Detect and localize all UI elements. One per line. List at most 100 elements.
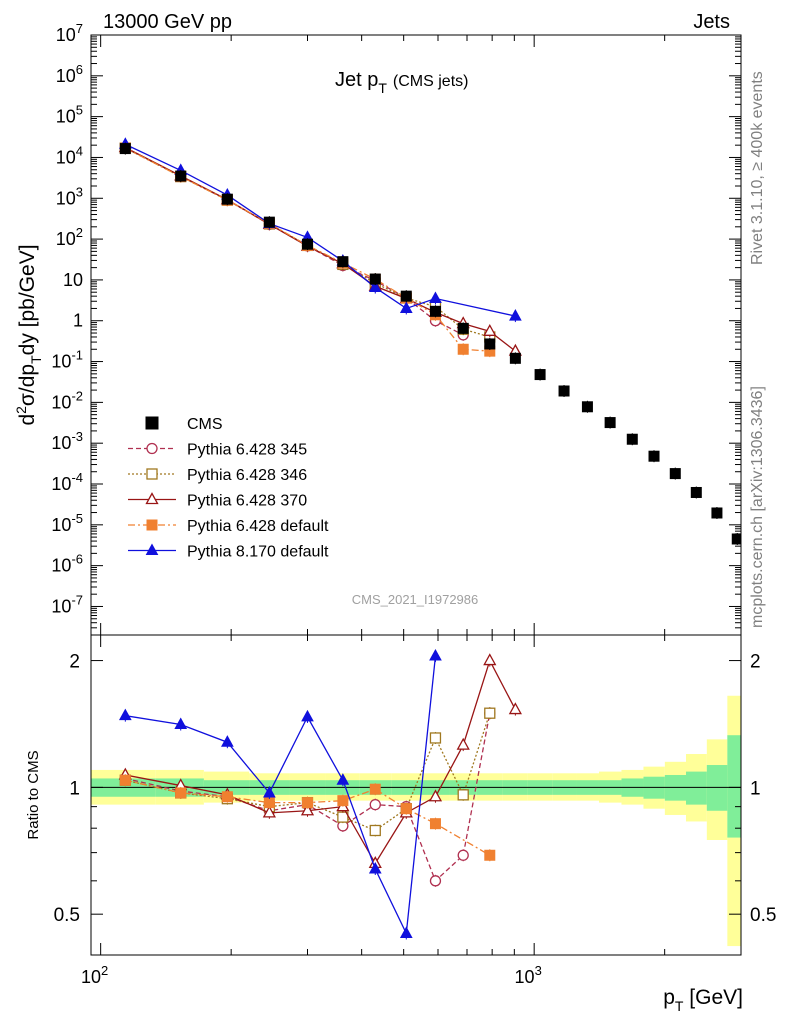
ratio-series-line <box>125 779 491 856</box>
ratio-data-point <box>429 732 442 744</box>
ratio-data-point <box>457 789 469 801</box>
ratio-y-tick-label-right: 1 <box>750 778 761 799</box>
top-ylabel: d2σ/dpTdy [pb/GeV] <box>13 244 44 425</box>
ratio-data-point <box>337 795 349 807</box>
ratio-data-point <box>175 787 187 799</box>
top-data-point <box>711 507 723 519</box>
analysis-watermark: CMS_2021_I1972986 <box>352 592 479 607</box>
ratio-data-point <box>263 785 276 798</box>
ratio-data-point <box>221 791 233 803</box>
ratio-data-point <box>300 803 315 816</box>
ratio-data-point <box>174 717 188 730</box>
legend-label: CMS <box>187 416 223 433</box>
main-plot-panel: 10-7 10-6 10-5 10-4 10-3 10-2 10-1 1 10 102 103 104… <box>51 21 742 636</box>
ratio-y-tick-label: 2 <box>69 652 80 673</box>
legend-marker <box>145 543 159 555</box>
ratio-data-point <box>221 735 234 747</box>
ratio-data-point <box>369 783 381 795</box>
y-tick-label: 1 <box>73 311 83 331</box>
top-data-point <box>221 193 233 205</box>
top-series-4 <box>118 137 522 323</box>
legend-entry: Pythia 6.428 370 <box>128 492 307 510</box>
top-data-point <box>484 338 496 350</box>
legend-label: Pythia 6.428 default <box>187 518 329 535</box>
top-data-point <box>457 343 469 355</box>
inner-band-bin <box>685 771 707 805</box>
ratio-data-point <box>484 707 496 719</box>
ratio-data-point <box>369 824 381 837</box>
y-tick-label: 10-3 <box>51 429 83 453</box>
ratio-series-2 <box>118 653 522 870</box>
side-text-top: Rivet 3.1.10, ≥ 400k events <box>749 71 766 265</box>
ratio-data-point <box>429 875 442 887</box>
top-data-point <box>509 352 521 364</box>
legend-entry: Pythia 6.428 default <box>128 518 329 535</box>
y-tick-label: 106 <box>56 62 83 86</box>
legend-marker <box>145 416 159 430</box>
y-tick-label: 104 <box>56 143 83 167</box>
ratio-y-tick-label-right: 0.5 <box>750 905 776 926</box>
legend-entry: Pythia 8.170 default <box>128 543 329 561</box>
y-tick-label: 10-7 <box>51 592 83 616</box>
top-data-point <box>509 309 522 321</box>
ratio-y-tick-label: 1 <box>69 778 80 799</box>
main-plot-data <box>118 137 741 545</box>
top-data-point <box>483 323 497 336</box>
ratio-plot-panel: 0.5 0.5 1 1 2 2 102 103 <box>54 634 776 987</box>
legend: CMS Pythia 6.428 345 Pythia 6.428 346 Pythi… <box>128 416 329 561</box>
y-tick-label: 10-4 <box>51 470 83 494</box>
ratio-uncertainty-bands <box>91 695 741 947</box>
ratio-data-point <box>483 653 497 666</box>
top-data-point <box>369 273 381 285</box>
ratio-data-point <box>263 797 275 809</box>
ratio-data-point <box>429 818 441 830</box>
y-tick-label: 102 <box>56 225 83 249</box>
bottom-ylabel: Ratio to CMS <box>25 750 42 839</box>
y-tick-label: 10-1 <box>51 348 83 372</box>
legend-marker <box>146 468 158 480</box>
ratio-data-point <box>399 926 413 938</box>
plot-title: Jet pT (CMS jets) <box>335 69 468 96</box>
ratio-y-tick-label-right: 2 <box>750 652 761 673</box>
ratio-data-point <box>400 803 412 815</box>
ratio-data-point <box>368 861 382 874</box>
ratio-data-point <box>508 702 522 715</box>
legend-label: Pythia 6.428 370 <box>187 493 307 510</box>
legend-entry: Pythia 6.428 345 <box>128 442 307 459</box>
ratio-data-point <box>457 849 469 861</box>
legend-entry: Pythia 6.428 346 <box>128 467 307 484</box>
top-data-point <box>301 238 313 250</box>
top-data-point <box>626 433 638 445</box>
y-tick-label: 10 <box>63 270 83 290</box>
y-tick-label: 10-5 <box>51 511 83 535</box>
top-data-point <box>337 256 349 268</box>
ratio-data-point <box>301 709 314 722</box>
ratio-plot-frame <box>90 634 742 956</box>
ratio-plot-ticks: 0.5 0.5 1 1 2 2 102 103 <box>54 635 776 987</box>
ratio-data-point <box>484 849 496 861</box>
top-data-point <box>175 170 187 182</box>
ratio-plot-data <box>118 649 522 940</box>
top-data-point <box>581 401 593 413</box>
ratio-data-point <box>369 798 381 811</box>
y-tick-label: 10-6 <box>51 552 83 576</box>
ratio-y-tick-label: 0.5 <box>54 905 80 926</box>
legend-marker <box>146 519 158 531</box>
top-data-point <box>690 486 702 498</box>
y-tick-label: 107 <box>56 21 83 45</box>
top-data-point <box>263 216 275 228</box>
main-plot-ticks: 10-7 10-6 10-5 10-4 10-3 10-2 10-1 1 10 102 103 104… <box>51 21 742 636</box>
inner-band-bin <box>706 765 728 811</box>
top-data-point <box>429 305 441 317</box>
top-data-point <box>558 385 570 397</box>
top-data-point <box>648 450 660 462</box>
top-data-point <box>400 290 412 302</box>
ratio-data-point <box>262 805 276 818</box>
legend-label: Pythia 6.428 345 <box>187 442 307 459</box>
ratio-data-point <box>118 708 132 721</box>
top-data-point <box>368 280 382 293</box>
side-text-bottom: mcplots.cern.ch [arXiv:1306.3436] <box>749 386 766 628</box>
legend-marker <box>146 442 158 455</box>
ratio-data-point <box>428 789 443 802</box>
